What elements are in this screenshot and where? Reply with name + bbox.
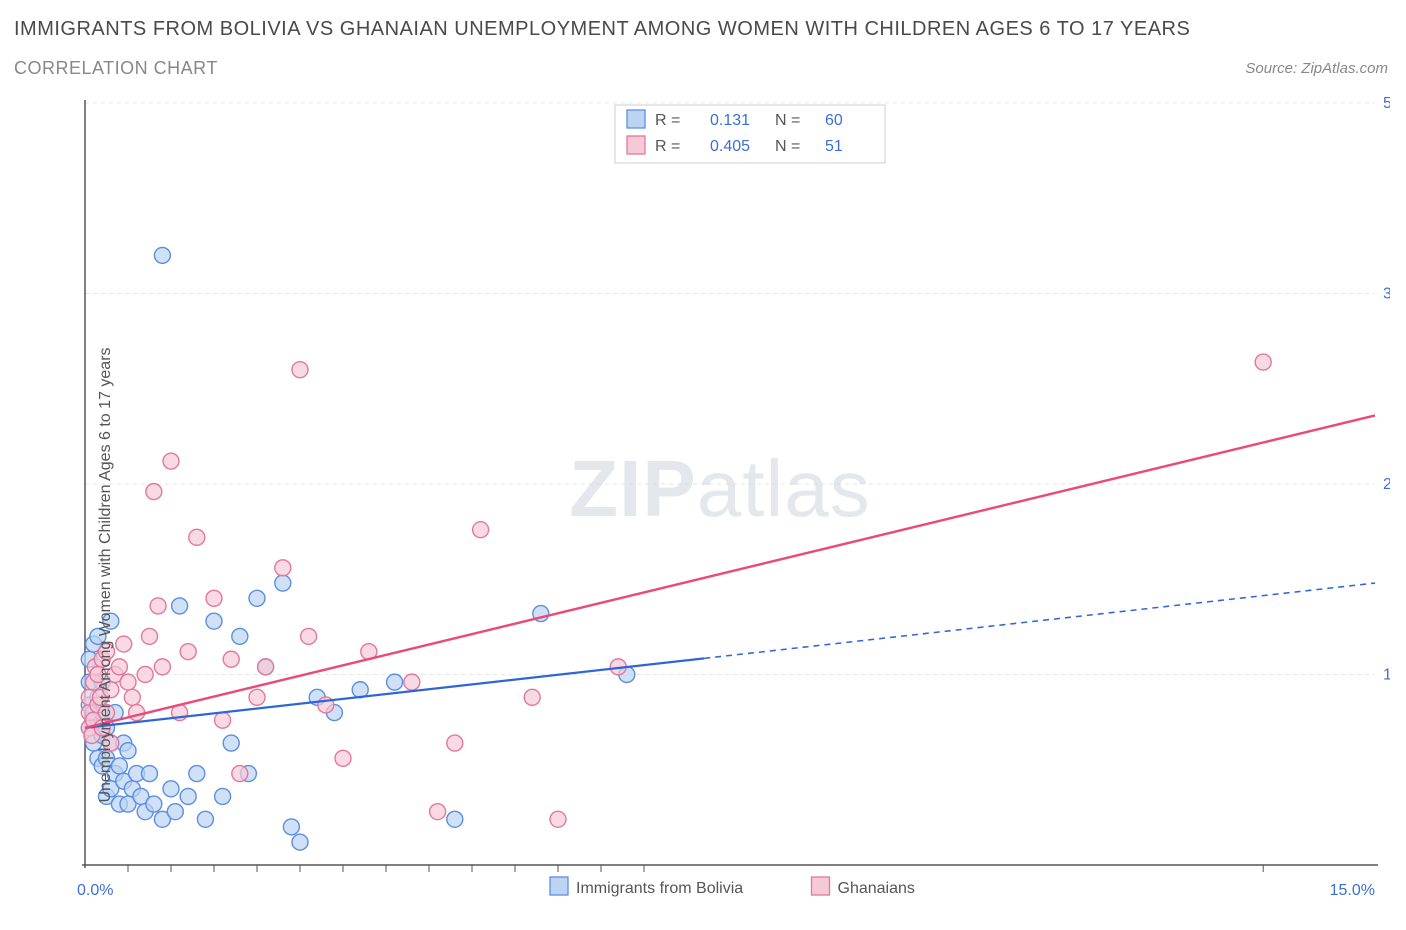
bottom-legend-label: Immigrants from Bolivia	[576, 880, 743, 897]
y-axis-label: Unemployment Among Women with Children A…	[97, 347, 115, 802]
legend-R-value: 0.131	[710, 112, 750, 129]
data-point	[146, 796, 162, 812]
y-tick-label: 12.5%	[1383, 667, 1390, 684]
data-point	[301, 628, 317, 644]
data-point	[275, 575, 291, 591]
data-point	[249, 590, 265, 606]
data-point	[172, 598, 188, 614]
data-point	[387, 674, 403, 690]
data-point	[292, 362, 308, 378]
data-point	[249, 689, 265, 705]
data-point	[189, 529, 205, 545]
x-tick-label: 15.0%	[1330, 882, 1375, 899]
data-point	[154, 659, 170, 675]
data-point	[180, 788, 196, 804]
data-point	[206, 590, 222, 606]
legend-N-value: 51	[825, 138, 843, 155]
data-point	[163, 453, 179, 469]
data-point	[275, 560, 291, 576]
data-point	[447, 735, 463, 751]
legend-R-value: 0.405	[710, 138, 750, 155]
data-point	[142, 628, 158, 644]
data-point	[215, 712, 231, 728]
data-point	[473, 522, 489, 538]
data-point	[223, 651, 239, 667]
chart-subtitle: CORRELATION CHART	[14, 58, 218, 79]
data-point	[189, 766, 205, 782]
data-point	[335, 750, 351, 766]
data-point	[167, 804, 183, 820]
legend-R-label: R =	[655, 138, 680, 155]
data-point	[524, 689, 540, 705]
legend-N-label: N =	[775, 112, 800, 129]
legend-N-label: N =	[775, 138, 800, 155]
data-point	[232, 628, 248, 644]
source-value: ZipAtlas.com	[1301, 60, 1388, 77]
data-point	[447, 811, 463, 827]
source-credit: Source: ZipAtlas.com	[1245, 60, 1388, 77]
y-tick-label: 37.5%	[1383, 286, 1390, 303]
data-point	[283, 819, 299, 835]
correlation-plot: Unemployment Among Women with Children A…	[50, 95, 1390, 915]
y-tick-label: 25.0%	[1383, 476, 1390, 493]
data-point	[223, 735, 239, 751]
data-point	[197, 811, 213, 827]
legend-R-label: R =	[655, 112, 680, 129]
bottom-legend-swatch	[812, 877, 830, 895]
data-point	[129, 705, 145, 721]
chart-svg: 12.5% 25.0% 37.5% 50.0% 0.0% 15.0% R = 0.131 N =…	[50, 95, 1390, 915]
bottom-legend-swatch	[550, 877, 568, 895]
data-point	[124, 689, 140, 705]
data-point	[142, 766, 158, 782]
legend-N-value: 60	[825, 112, 843, 129]
data-point	[146, 484, 162, 500]
data-point	[116, 636, 132, 652]
data-point	[150, 598, 166, 614]
data-point	[258, 659, 274, 675]
data-point	[215, 788, 231, 804]
data-point	[163, 781, 179, 797]
data-point	[206, 613, 222, 629]
data-point	[120, 674, 136, 690]
data-point	[1255, 354, 1271, 370]
trend-line	[85, 658, 704, 727]
trend-line-extrapolated	[704, 583, 1375, 658]
source-label: Source:	[1245, 60, 1297, 77]
data-point	[180, 644, 196, 660]
data-point	[404, 674, 420, 690]
legend-swatch	[627, 110, 645, 128]
data-point	[430, 804, 446, 820]
data-point	[232, 766, 248, 782]
legend-swatch	[627, 136, 645, 154]
data-point	[120, 743, 136, 759]
data-point	[550, 811, 566, 827]
chart-title: IMMIGRANTS FROM BOLIVIA VS GHANAIAN UNEM…	[14, 18, 1190, 41]
data-point	[154, 247, 170, 263]
x-tick-label: 0.0%	[77, 882, 113, 899]
data-point	[292, 834, 308, 850]
data-point	[137, 667, 153, 683]
y-tick-label: 50.0%	[1383, 95, 1390, 112]
bottom-legend-label: Ghanaians	[838, 880, 915, 897]
